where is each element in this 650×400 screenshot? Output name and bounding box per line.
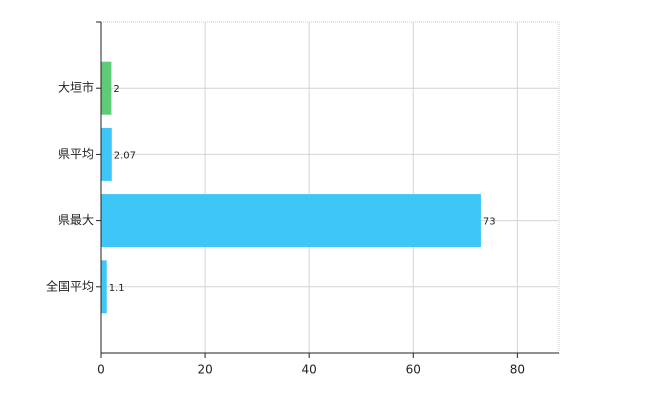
x-tick-label: 20 (197, 363, 212, 377)
bar (101, 194, 481, 248)
value-label: 2 (113, 84, 119, 95)
y-tick-label: 県平均 (58, 147, 94, 161)
value-label: 73 (483, 217, 496, 228)
bar (101, 260, 107, 314)
x-tick-label: 60 (406, 363, 421, 377)
value-label: 1.1 (109, 283, 125, 294)
bar (101, 127, 112, 181)
x-tick-label: 80 (510, 363, 525, 377)
y-tick-label: 県最大 (58, 213, 94, 227)
bar (101, 61, 112, 115)
value-label: 2.07 (114, 150, 136, 161)
y-tick-label: 全国平均 (46, 278, 94, 293)
x-tick-label: 40 (302, 363, 317, 377)
x-tick-label: 0 (97, 363, 105, 377)
y-tick-label: 大垣市 (58, 80, 94, 95)
